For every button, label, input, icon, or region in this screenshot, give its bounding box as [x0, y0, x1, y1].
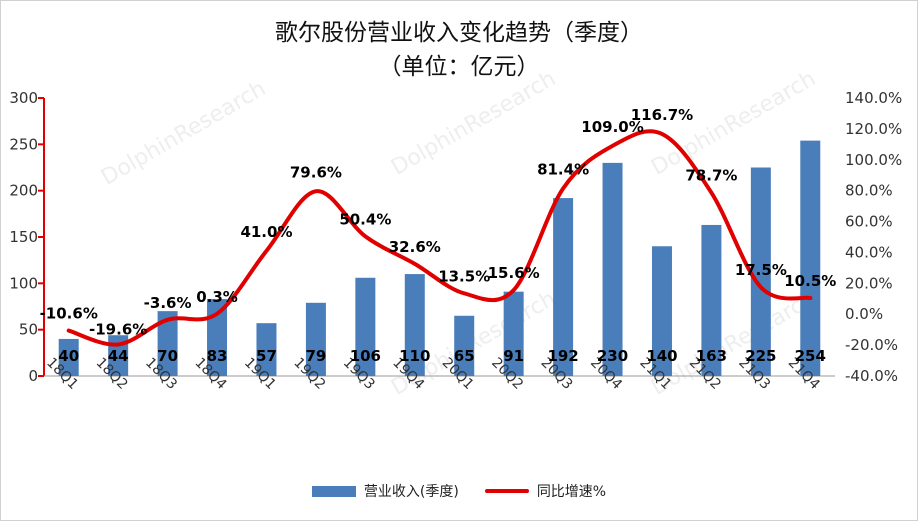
chart-title: 歌尔股份营业收入变化趋势（季度）: [275, 20, 643, 46]
legend-label-revenue: 营业收入(季度): [363, 484, 459, 500]
left-axis-tick-label: 100: [9, 274, 38, 292]
growth-value-label: 41.0%: [240, 223, 292, 241]
growth-line: [66, 129, 813, 347]
revenue-value-label: 163: [696, 347, 727, 365]
growth-value-label: 13.5%: [438, 267, 490, 285]
revenue-bar: [157, 311, 178, 376]
right-axis-tick-label: 120.0%: [845, 120, 902, 138]
growth-value-label: -3.6%: [144, 294, 192, 312]
growth-value-label: 17.5%: [735, 261, 787, 279]
left-axis-tick-label: 300: [9, 89, 38, 107]
legend: 营业收入(季度) 同比增速%: [1, 481, 917, 501]
revenue-value-label: 65: [454, 347, 475, 365]
right-axis-tick-label: 60.0%: [845, 213, 893, 231]
revenue-value-label: 254: [795, 347, 826, 365]
right-axis-tick-label: 40.0%: [845, 243, 893, 261]
legend-label-growth: 同比增速%: [536, 484, 607, 500]
left-axis-tick-label: 0: [28, 367, 38, 385]
legend-swatch-line: [484, 489, 529, 493]
revenue-bar: [701, 224, 722, 376]
legend-item-revenue: 营业收入(季度): [311, 481, 459, 501]
right-axis-tick-label: 80.0%: [845, 182, 893, 200]
revenue-bar: [651, 246, 672, 376]
revenue-bar: [58, 338, 79, 376]
revenue-bar: [305, 302, 326, 376]
right-axis-tick-label: -40.0%: [845, 367, 898, 385]
revenue-bar: [355, 277, 376, 376]
growth-value-label: 81.4%: [537, 161, 589, 179]
growth-value-label: -10.6%: [40, 305, 98, 323]
left-axis-tick-label: 50: [19, 321, 38, 339]
revenue-value-label: 110: [399, 347, 430, 365]
revenue-bar: [256, 323, 277, 376]
revenue-bar: [404, 274, 425, 376]
revenue-bar: [503, 291, 524, 376]
right-axis-tick-label: 0.0%: [845, 305, 883, 323]
revenue-bar: [800, 140, 821, 376]
growth-value-label: 50.4%: [339, 210, 391, 228]
growth-value-label: -19.6%: [89, 320, 147, 338]
revenue-value-label: 70: [157, 347, 178, 365]
growth-value-label: 10.5%: [784, 272, 836, 290]
left-axis-tick-label: 250: [9, 135, 38, 153]
growth-value-label: 15.6%: [488, 264, 540, 282]
growth-value-label: 109.0%: [581, 118, 643, 136]
right-axis-tick-label: 100.0%: [845, 151, 902, 169]
revenue-bar: [553, 198, 574, 376]
growth-value-label: 78.7%: [685, 167, 737, 185]
revenue-value-label: 106: [350, 347, 381, 365]
revenue-bar: [750, 167, 771, 376]
left-axis-tick-label: 200: [9, 182, 38, 200]
revenue-value-label: 140: [646, 347, 677, 365]
revenue-value-label: 79: [305, 347, 326, 365]
revenue-value-label: 192: [547, 347, 578, 365]
revenue-bar: [454, 315, 475, 376]
growth-value-label: 32.6%: [389, 238, 441, 256]
right-axis-tick-label: 20.0%: [845, 274, 893, 292]
left-axis-tick-label: 150: [9, 228, 38, 246]
revenue-value-label: 91: [503, 347, 524, 365]
right-axis-tick-label: 140.0%: [845, 89, 902, 107]
growth-value-label: 116.7%: [631, 106, 693, 124]
revenue-value-label: 225: [745, 347, 776, 365]
chart-subtitle: （单位：亿元）: [378, 54, 540, 80]
right-axis-tick-label: -20.0%: [845, 336, 898, 354]
legend-swatch-bar: [311, 485, 356, 497]
revenue-value-label: 83: [207, 347, 228, 365]
revenue-bar: [602, 162, 623, 376]
revenue-value-label: 57: [256, 347, 277, 365]
legend-item-growth: 同比增速%: [484, 481, 607, 501]
revenue-value-label: 40: [58, 347, 79, 365]
revenue-value-label: 230: [597, 347, 628, 365]
growth-value-label: 79.6%: [290, 163, 342, 181]
growth-value-label: 0.3%: [196, 288, 238, 306]
revenue-value-label: 44: [108, 347, 129, 365]
